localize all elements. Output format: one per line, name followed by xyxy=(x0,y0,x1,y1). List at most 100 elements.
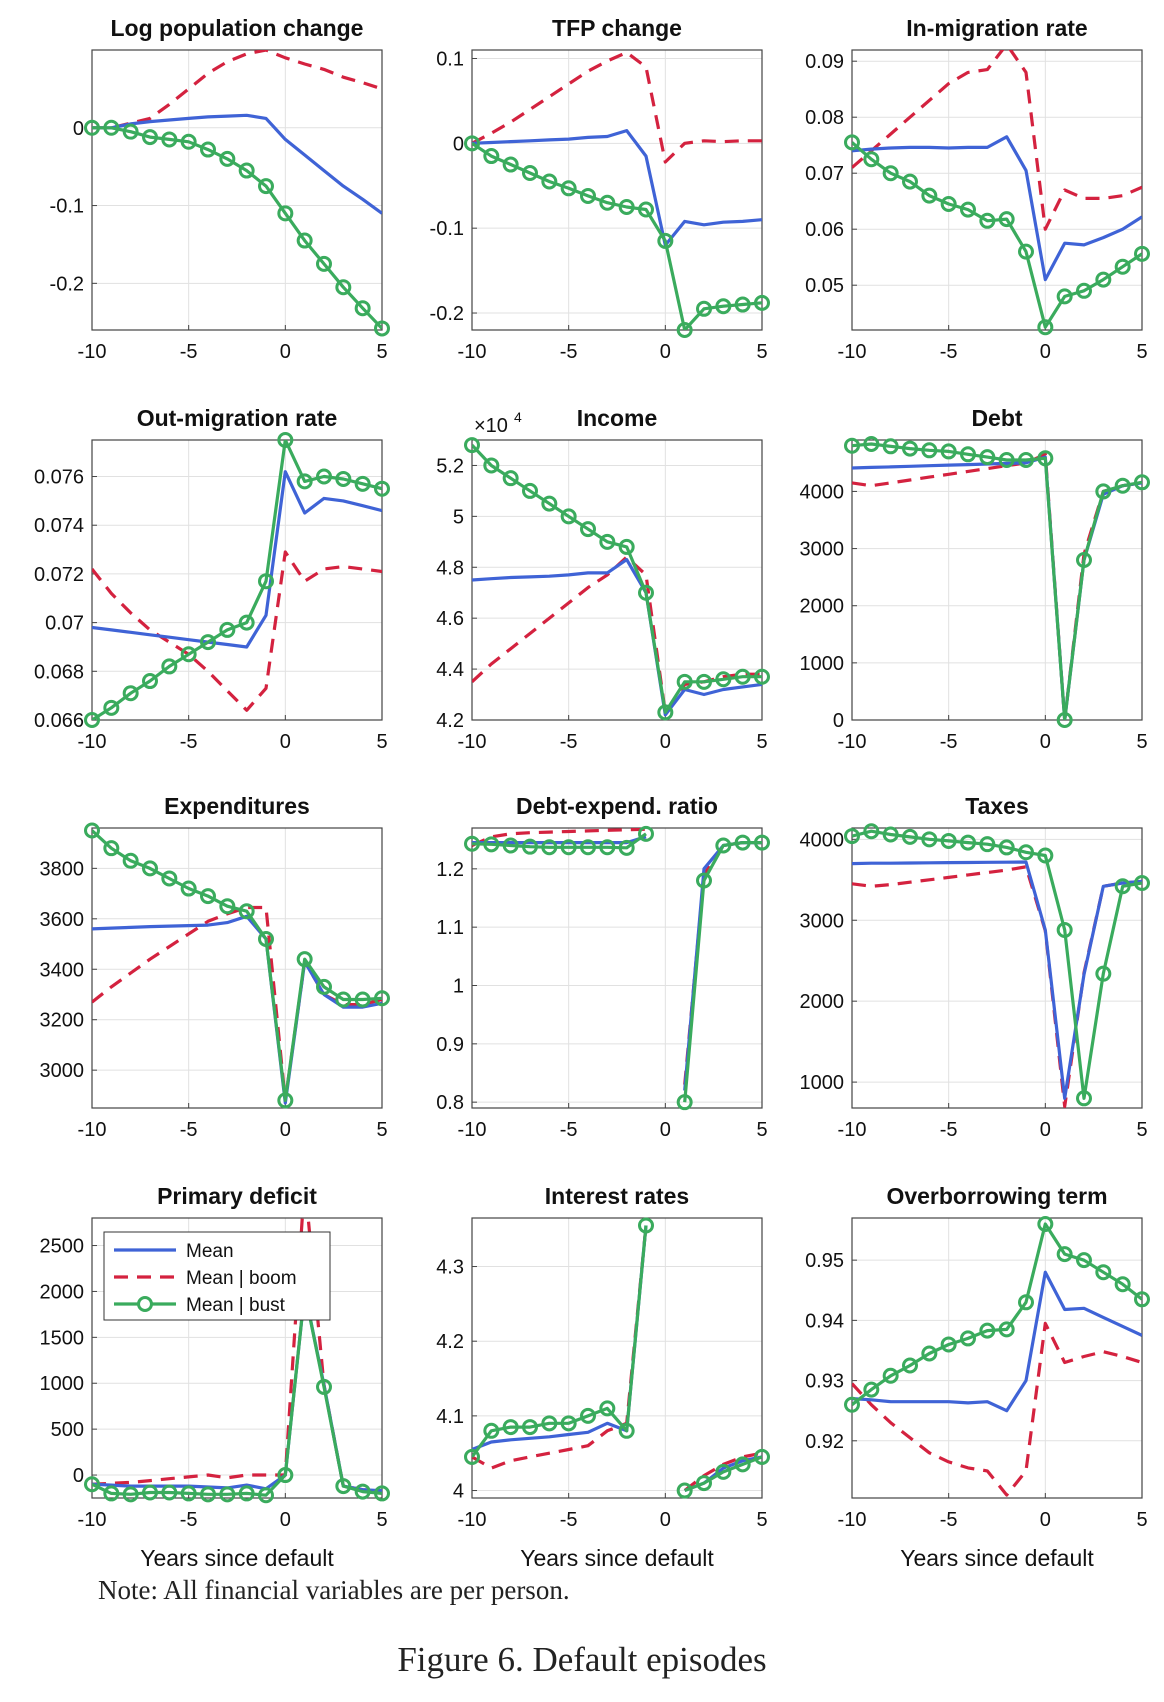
data-point-bust xyxy=(502,1419,519,1436)
x-tick-label: -10 xyxy=(458,1509,487,1531)
data-point-bust xyxy=(979,212,996,229)
y-tick-label: -0.2 xyxy=(430,303,464,325)
y-tick-label: 4000 xyxy=(800,829,845,851)
data-point-bust xyxy=(316,1378,332,1395)
x-tick-label: 0 xyxy=(280,341,291,363)
data-point-bust xyxy=(921,187,938,204)
series-line-mean xyxy=(92,914,382,1105)
data-point-bust xyxy=(696,673,712,690)
data-point-bust xyxy=(998,1321,1015,1338)
data-point-bust xyxy=(180,646,197,663)
y-tick-label: -0.2 xyxy=(50,273,84,295)
data-point-bust xyxy=(464,835,480,852)
y-tick-label: 0.1 xyxy=(436,48,464,70)
chart-title: Interest rates xyxy=(545,1183,689,1209)
x-tick-label: 0 xyxy=(1040,1509,1051,1531)
plot-area xyxy=(472,50,762,330)
data-point-bust xyxy=(296,473,313,490)
data-point-bust xyxy=(258,1487,274,1504)
data-point-bust xyxy=(560,1415,577,1432)
y-tick-label: 4.4 xyxy=(436,659,464,681)
data-point-bust xyxy=(998,211,1015,228)
y-tick-label: 0.076 xyxy=(34,467,84,489)
data-point-bust xyxy=(103,699,120,716)
x-tick-label: -10 xyxy=(838,341,867,363)
data-point-bust xyxy=(238,162,255,179)
x-tick-label: 5 xyxy=(376,341,387,363)
x-tick-label: 5 xyxy=(376,1119,387,1141)
series-line-boom xyxy=(92,50,382,130)
legend-marker xyxy=(137,1296,153,1312)
y-tick-label: -0.1 xyxy=(430,218,464,240)
x-tick-label: -10 xyxy=(458,341,487,363)
series-line-bust xyxy=(92,829,382,1103)
series-line-mean xyxy=(472,835,647,845)
data-point-bust xyxy=(696,872,712,889)
x-tick-label: 5 xyxy=(756,1509,767,1531)
chart-panel-10: Primary deficit -10 -5 0 5 0 500 1000 1500 2000 25… xyxy=(40,1183,390,1571)
data-point-bust xyxy=(1095,965,1112,982)
data-point-bust xyxy=(754,294,770,311)
data-point-bust xyxy=(754,668,770,685)
data-point-bust xyxy=(1018,844,1034,861)
data-point-bust xyxy=(200,141,216,158)
data-point-bust xyxy=(863,436,880,452)
plot-area xyxy=(92,1218,382,1497)
x-tick-label: 0 xyxy=(280,731,291,753)
data-point-bust xyxy=(296,951,313,968)
data-point-bust xyxy=(122,123,139,140)
y-tick-label: 0.94 xyxy=(805,1310,844,1332)
data-point-bust xyxy=(882,826,899,843)
data-point-bust xyxy=(142,1484,158,1501)
data-point-bust xyxy=(354,300,371,317)
data-point-bust xyxy=(200,1486,216,1503)
data-point-bust xyxy=(374,320,390,337)
x-tick-label: -5 xyxy=(560,731,578,753)
y-tick-label: 0.06 xyxy=(805,219,844,241)
data-point-bust xyxy=(734,1456,751,1473)
data-point-bust xyxy=(464,1448,480,1465)
data-point-bust xyxy=(560,180,577,197)
data-point-bust xyxy=(277,432,294,448)
data-point-bust xyxy=(580,839,596,856)
series-line-boom xyxy=(852,452,1142,720)
legend-label: Mean | bust xyxy=(186,1295,286,1316)
data-point-bust xyxy=(1018,1294,1034,1311)
plot-frame xyxy=(91,49,383,331)
y-tick-label: 4.8 xyxy=(436,557,464,579)
y-tick-label: 500 xyxy=(51,1419,84,1441)
data-point-bust xyxy=(258,573,274,590)
data-point-bust xyxy=(902,173,918,190)
data-point-bust xyxy=(998,452,1015,468)
x-tick-label: -10 xyxy=(838,1509,867,1531)
series-line-boom xyxy=(472,50,762,164)
series-line-bust xyxy=(852,1222,1142,1406)
x-tick-label: -5 xyxy=(560,1119,578,1141)
x-axis-label: Years since default xyxy=(520,1545,714,1571)
data-point-bust xyxy=(122,852,139,869)
plot-frame xyxy=(851,827,1143,1109)
plot-frame xyxy=(471,827,763,1109)
data-point-bust xyxy=(1037,1216,1054,1233)
x-tick-label: 0 xyxy=(660,1509,671,1531)
series-line-boom xyxy=(852,50,1142,231)
data-point-bust xyxy=(1056,1246,1073,1263)
figure-note: Note: All financial variables are per pe… xyxy=(98,1575,570,1605)
data-point-bust xyxy=(103,840,120,857)
y-tick-label: 5 xyxy=(453,506,464,528)
y-tick-label: 0.05 xyxy=(805,275,844,297)
series-line-boom xyxy=(472,828,647,847)
x-tick-label: -5 xyxy=(560,341,578,363)
data-point-bust xyxy=(258,178,274,195)
data-point-bust xyxy=(483,457,500,474)
data-point-bust xyxy=(902,828,918,845)
data-point-bust xyxy=(522,838,538,855)
plot-frame xyxy=(91,439,383,721)
data-point-bust xyxy=(522,165,538,182)
y-tick-label: 4 xyxy=(453,1481,464,1503)
data-point-bust xyxy=(1018,452,1034,468)
series-line-mean xyxy=(852,135,1142,282)
data-point-bust xyxy=(142,860,158,877)
y-tick-label: -0.1 xyxy=(50,196,84,218)
